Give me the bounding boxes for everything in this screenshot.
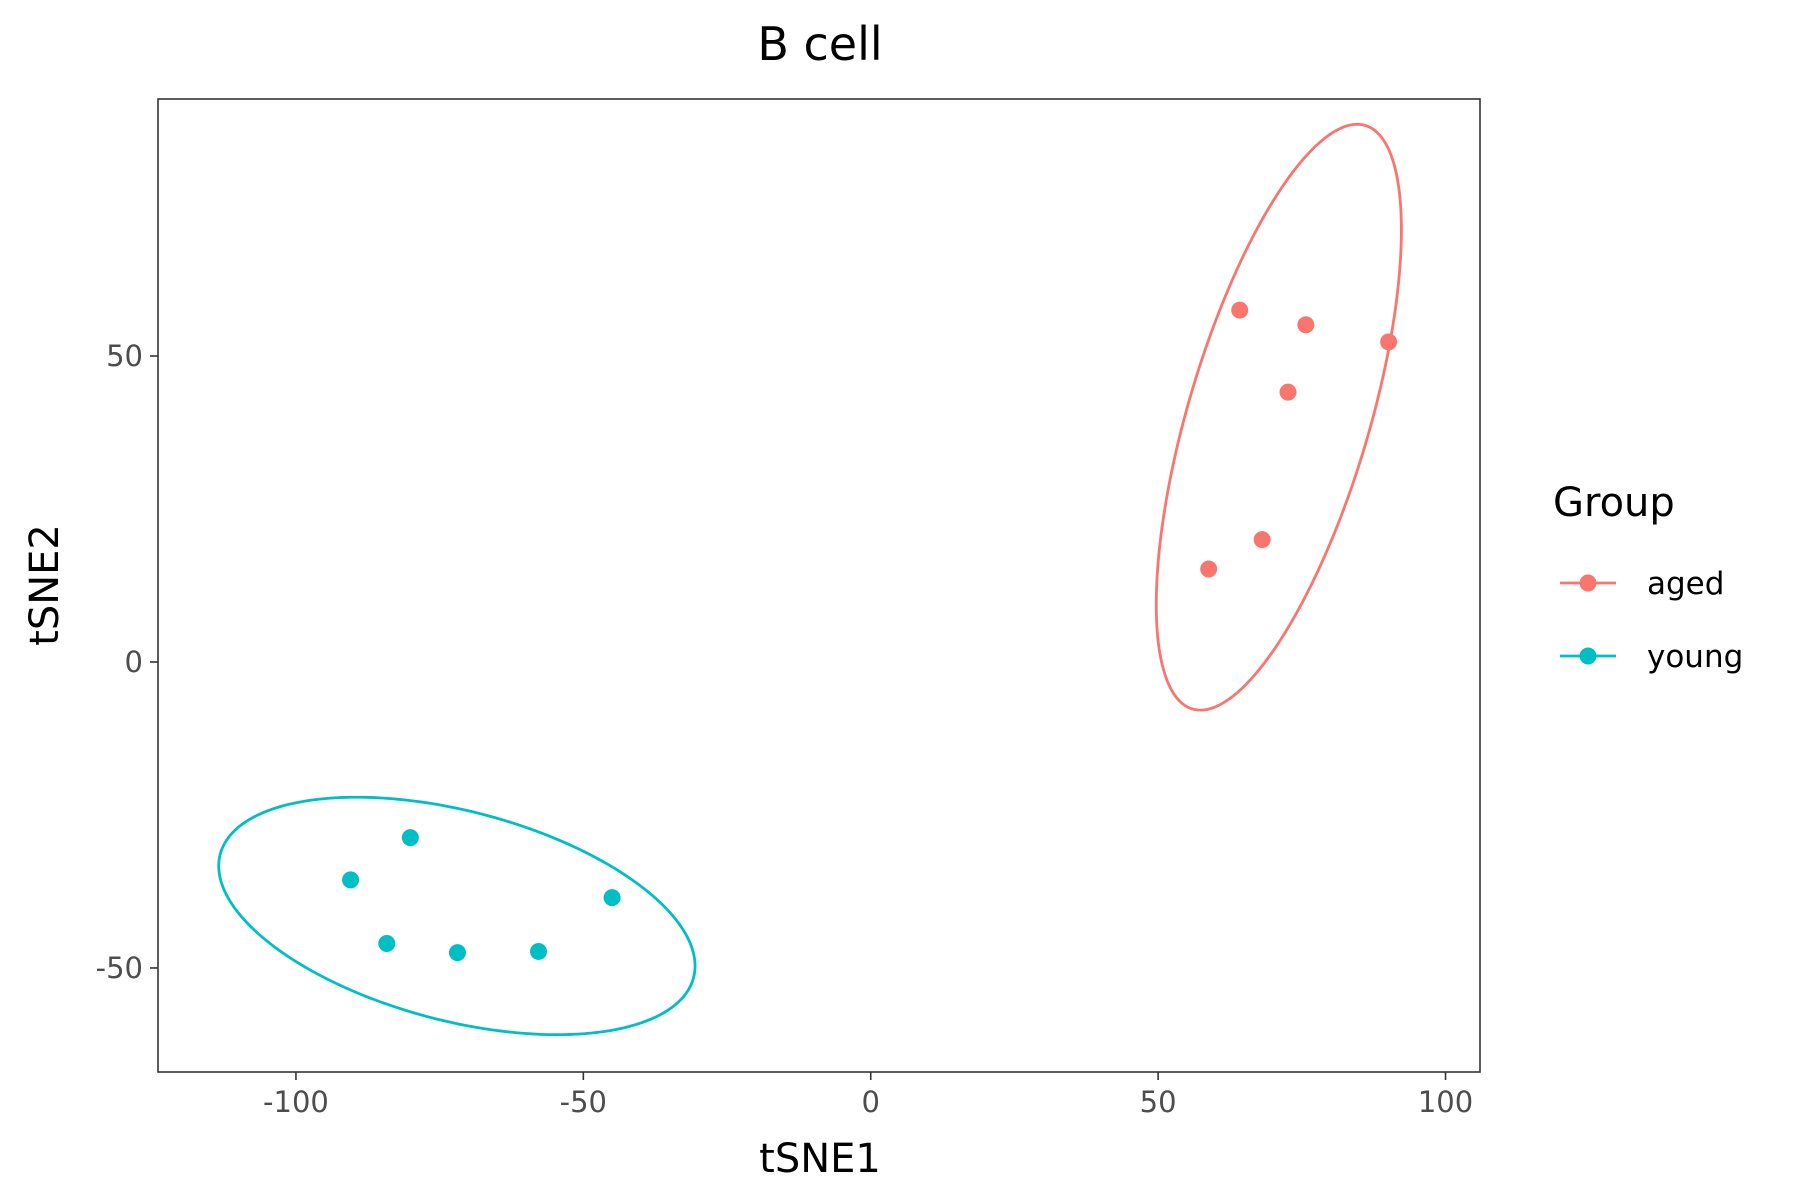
point-young-6 [530, 942, 548, 960]
point-aged-5 [1253, 531, 1271, 549]
point-aged-1 [1231, 301, 1249, 319]
y-axis-title: tSNE2 [22, 524, 68, 646]
point-young-3 [603, 889, 621, 907]
y-axis: -50 0 50 [96, 339, 158, 985]
legend-label-young: young [1647, 639, 1743, 675]
point-young-2 [342, 871, 360, 889]
chart-title: B cell [757, 17, 882, 71]
point-aged-4 [1279, 383, 1297, 401]
x-tick-label: -100 [263, 1085, 329, 1119]
x-axis-title: tSNE1 [759, 1136, 881, 1182]
point-aged-2 [1297, 316, 1315, 334]
data-points [342, 301, 1398, 962]
x-tick-label: -50 [560, 1085, 607, 1119]
plot-panel [157, 98, 1481, 1073]
x-tick-label: 100 [1418, 1085, 1473, 1119]
legend-title: Group [1553, 480, 1675, 526]
point-aged-3 [1380, 333, 1398, 351]
point-young-4 [378, 934, 396, 952]
x-tick-label: 50 [1140, 1085, 1177, 1119]
ellipse-young [217, 795, 697, 1037]
ellipse-aged [1154, 122, 1403, 712]
legend-label-aged: aged [1647, 566, 1724, 602]
y-tick-label: -50 [96, 951, 143, 985]
point-young-5 [448, 944, 466, 962]
legend: Group aged young [1553, 480, 1743, 675]
y-tick-label: 0 [125, 645, 143, 679]
confidence-ellipses [217, 122, 1403, 1037]
x-tick-label: 0 [862, 1085, 880, 1119]
point-aged-6 [1200, 560, 1218, 578]
y-tick-label: 50 [106, 339, 143, 373]
legend-key-young [1579, 647, 1597, 665]
point-young-1 [401, 829, 419, 847]
x-axis: -100 -50 0 50 100 [263, 1072, 1473, 1119]
legend-key-aged [1579, 574, 1597, 592]
